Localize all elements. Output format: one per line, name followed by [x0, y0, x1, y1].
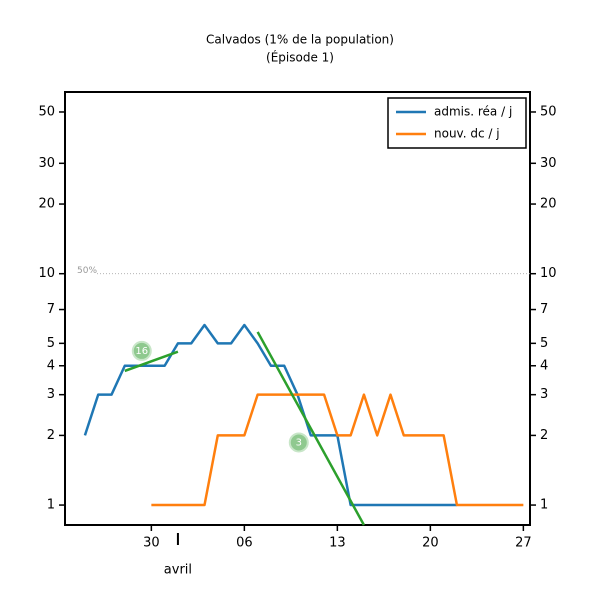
y-tick-label-right: 10: [540, 266, 557, 281]
trend-line: [124, 350, 179, 373]
y-tick-label-right: 2: [540, 428, 548, 443]
y-tick-label: 7: [47, 302, 55, 317]
y-tick-label: 3: [47, 387, 55, 402]
month-label: avril: [164, 563, 192, 578]
x-tick-label: 27: [515, 536, 532, 551]
y-tick-label: 50: [38, 104, 55, 119]
trend-badge: [131, 340, 152, 361]
chart-subtitle: (Épisode 1): [266, 50, 334, 65]
y-tick-label: 4: [47, 358, 55, 373]
y-tick-label-right: 7: [540, 302, 548, 317]
trend-badge: [288, 432, 309, 453]
plot-frame: [64, 91, 531, 526]
x-tick-label: 20: [422, 536, 439, 551]
trend-label: 16: [135, 346, 148, 357]
y-tick-label-right: 5: [540, 336, 548, 351]
y-tick-label-right: 20: [540, 197, 557, 212]
x-tick-label: 06: [236, 536, 253, 551]
chart-title: Calvados (1% de la population): [206, 33, 394, 47]
series-line: [83, 323, 457, 507]
y-tick-label: 30: [38, 156, 55, 171]
trend-line: [256, 331, 366, 526]
y-tick-label: 1: [47, 498, 55, 513]
y-tick-label-right: 1: [540, 498, 548, 513]
legend-label: admis. réa / j: [434, 105, 512, 119]
y-tick-label: 20: [38, 197, 55, 212]
y-tick-label-right: 4: [540, 358, 548, 373]
y-tick-label: 5: [47, 336, 55, 351]
y-tick-label-right: 3: [540, 387, 548, 402]
legend-label: nouv. dc / j: [434, 127, 500, 141]
series-line: [151, 393, 524, 507]
x-tick-label: 30: [143, 536, 160, 551]
trend-label: 3: [296, 437, 302, 448]
y-tick-label: 10: [38, 266, 55, 281]
reference-label: 50%: [77, 266, 97, 276]
x-tick-label: 13: [329, 536, 346, 551]
y-tick-label-right: 50: [540, 104, 557, 119]
y-tick-label-right: 30: [540, 156, 557, 171]
legend-box: [387, 97, 527, 149]
y-tick-label: 2: [47, 428, 55, 443]
